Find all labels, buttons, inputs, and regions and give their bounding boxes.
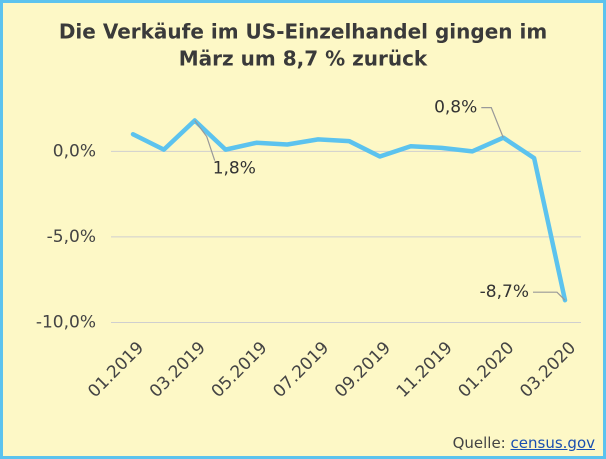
y-tick-label: -10,0% [36,312,96,332]
data-label: 0,8% [434,98,477,118]
x-tick-label: 01.2019 [84,338,148,402]
chart: Die Verkäufe im US-Einzelhandel gingen i… [36,20,581,402]
data-label: 1,8% [213,159,256,179]
x-tick-label: 01.2020 [454,338,518,402]
y-tick-label: -5,0% [47,227,96,247]
x-tick-label: 07.2019 [269,338,333,402]
annotation-leader [481,107,504,138]
annotation-leader [533,291,566,301]
source: Quelle: census.gov [453,434,595,452]
x-tick-label: 11.2019 [393,338,457,402]
chart-title: März um 8,7 % zurück [179,47,428,71]
x-tick-label: 03.2020 [516,338,580,402]
x-tick-label: 09.2019 [331,338,395,402]
y-tick-label: 0,0% [53,141,96,161]
x-tick-label: 03.2019 [146,338,210,402]
annotation-leader [194,120,216,161]
data-label: -8,7% [480,282,529,302]
chart-title: Die Verkäufe im US-Einzelhandel gingen i… [59,20,547,44]
source-prefix: Quelle: [452,434,506,452]
source-link[interactable]: census.gov [510,434,595,452]
x-tick-label: 05.2019 [208,338,272,402]
data-line [130,118,568,303]
